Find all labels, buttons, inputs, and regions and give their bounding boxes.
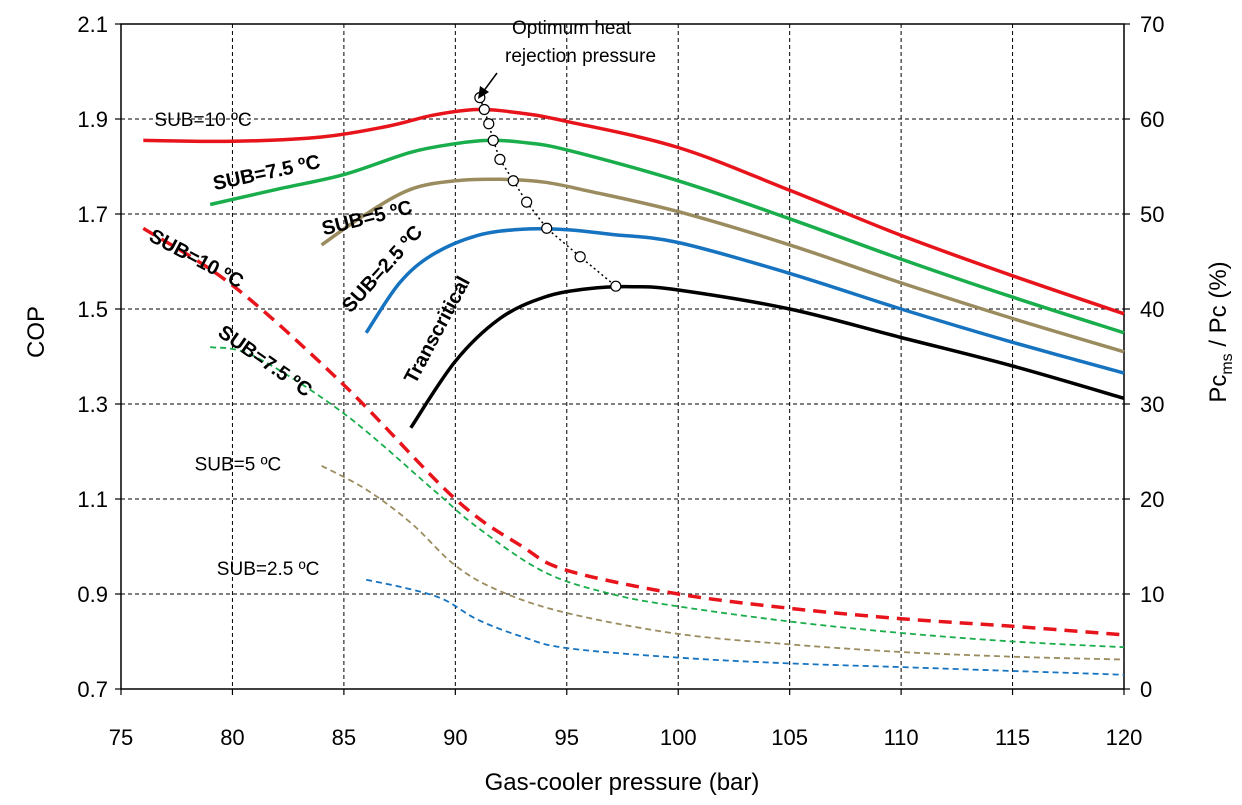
optimum-point [610,280,622,292]
y2-tick-label: 20 [1140,487,1164,512]
series-line-cop-4 [409,284,1125,429]
y-tick-label: 1.1 [77,487,108,512]
x-tick-label: 115 [995,725,1030,750]
x-tick-label: 120 [1106,725,1143,750]
optimum-label-line1: Optimum heat [512,18,632,39]
x-tick-label: 95 [555,725,579,750]
y2-tick-label: 30 [1140,392,1164,417]
y2-title-sub: ms [1219,353,1236,374]
x-tick-label: 85 [332,725,356,750]
optimum-point [541,222,553,234]
y2-title-rest: / Pc (%) [1205,261,1232,353]
y-tick-label: 1.7 [77,202,108,227]
optimum-points [474,92,622,292]
y2-title-main: Pc [1205,375,1232,403]
y2-tick-label: 10 [1140,582,1164,607]
y-tick-label: 0.9 [77,582,108,607]
optimum-point [574,251,586,263]
optimum-connector [479,97,617,287]
optimum-label-line2: rejection pressure [505,46,656,67]
series-line-pc-5 [142,226,1125,637]
annotation-arrowhead [478,86,489,99]
series-line-cop-0 [143,107,1125,316]
y-tick-label: 1.9 [77,107,108,132]
x-tick-labels: 75 80 85 90 95 100 105 110 115 120 [109,689,1143,750]
curve-label: Transcritical [400,273,475,387]
annotation-arrow [482,72,498,93]
curve-label: SUB=5 ºC [195,455,282,476]
series-line-cop-2 [320,177,1125,354]
series-line-cop-3 [364,226,1125,375]
x-tick-label: 100 [660,725,697,750]
plot-frame [120,23,1125,690]
curve-label: SUB=2.5 ºC [217,559,320,580]
curves [142,107,1125,676]
optimum-point [521,196,533,208]
optimum-annotation: Optimum heat rejection pressure [478,18,656,99]
y2-axis-title: Pcms / Pc (%) [1205,261,1236,402]
y-tick-label: 0.7 [77,677,108,702]
curve-label: SUB=7.5 ºC [214,321,316,402]
series-line-cop-1 [209,138,1125,335]
x-tick-label: 80 [220,725,244,750]
y-tick-label: 1.5 [77,297,108,322]
optimum-point [478,103,490,116]
y2-tick-label: 50 [1140,202,1164,227]
curve-labels: SUB=10 ºC SUB=7.5 ºC SUB=5 ºC SUB=2.5 ºC Tra… [145,110,475,580]
y2-tick-label: 0 [1140,677,1152,702]
x-tick-label: 75 [109,725,133,750]
y-tick-labels: 0.7 0.9 1.1 1.3 1.5 1.7 1.9 2.1 [77,12,121,702]
series-line-pc-8 [366,578,1125,676]
y-axis-title: COP [23,306,50,358]
optimum-point [507,175,519,187]
optimum-point [483,118,495,130]
x-tick-label: 90 [443,725,467,750]
x-tick-label: 105 [771,725,808,750]
curve-label: SUB=10 ºC [154,110,251,131]
x-axis-title: Gas-cooler pressure (bar) [485,769,760,796]
y2-tick-labels: 0 10 20 30 40 50 60 70 [1124,12,1164,702]
grid-lines [121,24,1124,689]
x-tick-label: 110 [884,725,919,750]
series-line-pc-7 [321,465,1125,661]
y-tick-label: 1.3 [77,392,108,417]
optimum-point [494,153,506,165]
y-tick-label: 2.1 [77,12,108,37]
y2-tick-label: 40 [1140,297,1164,322]
curve-label: SUB=7.5 ºC [211,151,322,195]
curve-label: SUB=10 ºC [145,225,247,293]
optimum-point [487,134,499,146]
y2-tick-label: 60 [1140,107,1164,132]
y2-tick-label: 70 [1140,12,1164,37]
series-line-pc-6 [210,346,1125,649]
